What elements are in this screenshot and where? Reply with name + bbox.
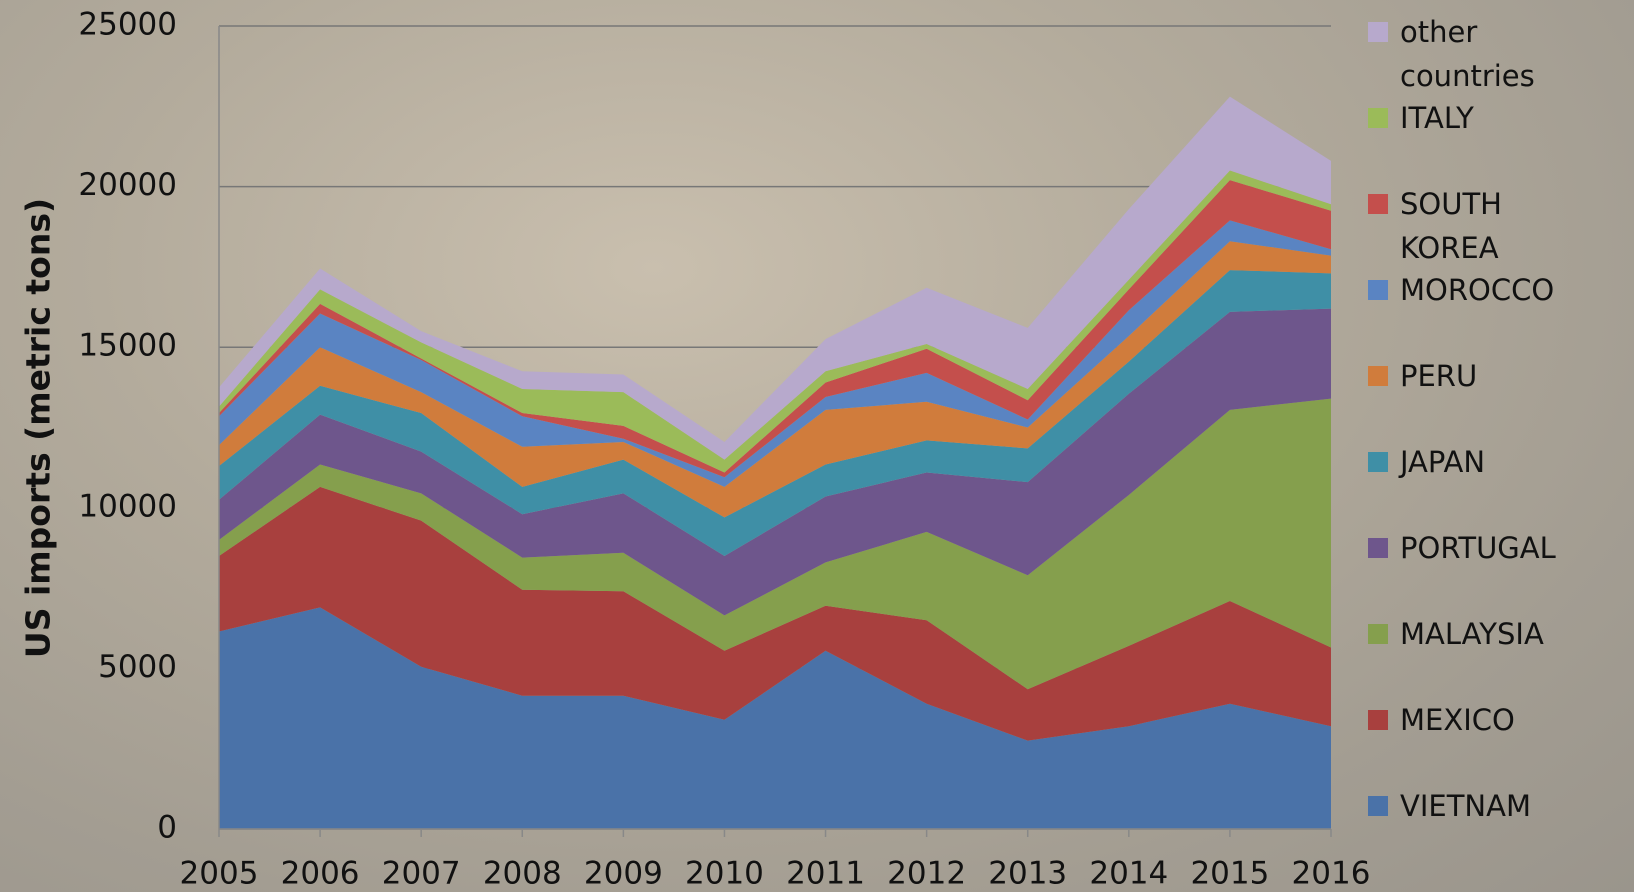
legend-item: MOROCCO (1368, 268, 1628, 312)
legend-label: MALAYSIA (1400, 617, 1544, 651)
legend-swatch (1368, 710, 1388, 730)
legend-label: MOROCCO (1400, 273, 1555, 307)
legend-label: VIETNAM (1400, 789, 1531, 823)
legend-swatch (1368, 194, 1388, 214)
x-tick-label: 2015 (1190, 856, 1269, 892)
area (219, 241, 1331, 518)
legend-item: MALAYSIA (1368, 612, 1628, 656)
legend-label: JAPAN (1400, 445, 1486, 479)
legend-swatch (1368, 366, 1388, 386)
x-tick-label: 2009 (584, 856, 663, 892)
legend-swatch (1368, 452, 1388, 472)
area (219, 180, 1331, 478)
area (219, 96, 1331, 460)
legend: VIETNAM MEXICO MALAYSIA PORTUGAL JAPAN PERU MO… (1368, 0, 1634, 892)
x-tick-label: 2011 (786, 856, 865, 892)
legend-swatch (1368, 108, 1388, 128)
x-tick-label: 2014 (1089, 856, 1168, 892)
legend-swatch (1368, 538, 1388, 558)
legend-item: VIETNAM (1368, 784, 1628, 828)
x-tick-label: 2007 (382, 856, 461, 892)
y-tick-label: 10000 (78, 488, 177, 524)
areas (219, 96, 1331, 829)
legend-label: ITALY (1400, 101, 1474, 135)
legend-swatch (1368, 22, 1388, 42)
legend-label: MEXICO (1400, 703, 1515, 737)
legend-label: PORTUGAL (1400, 531, 1556, 565)
legend-item: SOUTH KOREA (1368, 182, 1628, 270)
area (219, 308, 1331, 616)
x-tick-label: 2012 (887, 856, 966, 892)
area (219, 607, 1331, 829)
y-tick-label: 25000 (78, 7, 177, 43)
x-tick-label: 2010 (685, 856, 764, 892)
x-tick-label: 2006 (281, 856, 360, 892)
legend-label: SOUTH KOREA (1400, 187, 1502, 265)
legend-item: MEXICO (1368, 698, 1628, 742)
legend-item: ITALY (1368, 96, 1628, 140)
legend-label: PERU (1400, 359, 1478, 393)
y-axis-label: US imports (metric tons) (19, 198, 58, 658)
legend-item: other countries (1368, 10, 1628, 98)
area (219, 220, 1331, 487)
y-tick-label: 15000 (78, 328, 177, 364)
y-tick-label: 0 (157, 810, 177, 846)
y-tick-label: 20000 (78, 167, 177, 203)
legend-item: JAPAN (1368, 440, 1628, 484)
area (219, 170, 1331, 473)
legend-swatch (1368, 796, 1388, 816)
x-tick-label: 2016 (1292, 856, 1371, 892)
legend-swatch (1368, 280, 1388, 300)
area (219, 398, 1331, 690)
x-tick-label: 2005 (180, 856, 259, 892)
legend-item: PERU (1368, 354, 1628, 398)
legend-label: other countries (1400, 15, 1535, 93)
area (219, 270, 1331, 556)
area (219, 486, 1331, 741)
legend-swatch (1368, 624, 1388, 644)
x-tick-label: 2008 (483, 856, 562, 892)
y-tick-label: 5000 (98, 649, 177, 685)
legend-item: PORTUGAL (1368, 526, 1628, 570)
x-tick-label: 2013 (988, 856, 1067, 892)
